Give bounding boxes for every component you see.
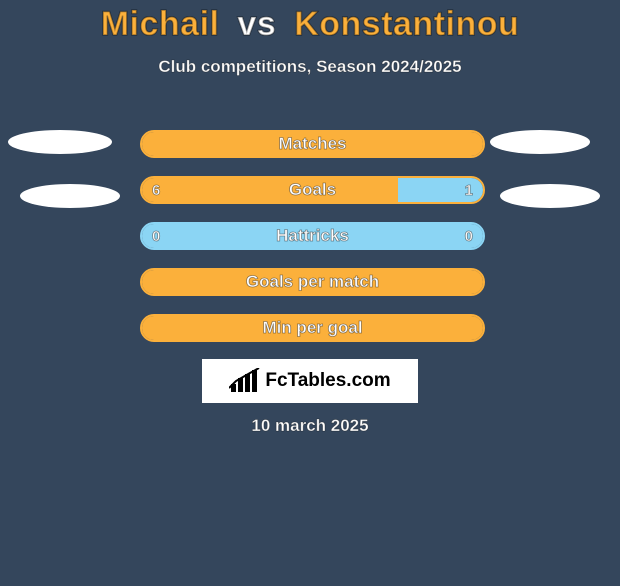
- stat-value-player-a: 0: [152, 224, 160, 248]
- fctables-logo: FcTables.com: [202, 359, 418, 403]
- right-badge-2: [500, 184, 600, 208]
- player-b-name: Konstantinou: [294, 5, 519, 43]
- stat-fill-player-a: [142, 270, 483, 294]
- stat-fill-player-a: [142, 132, 483, 156]
- stat-row: Goals per match: [140, 268, 485, 296]
- player-a-name: Michail: [101, 5, 220, 43]
- season-subtitle: Club competitions, Season 2024/2025: [0, 57, 620, 77]
- comparison-bars: Matches61Goals00HattricksGoals per match…: [140, 130, 485, 360]
- stat-fill-player-a: [142, 316, 483, 340]
- stat-row: Matches: [140, 130, 485, 158]
- stat-value-player-b: 0: [465, 224, 473, 248]
- comparison-title: Michail vs Konstantinou: [0, 6, 620, 43]
- vs-text: vs: [237, 5, 276, 43]
- logo-text: FcTables.com: [265, 370, 390, 392]
- bar-chart-icon: [229, 368, 261, 394]
- stat-value-player-b: 1: [465, 178, 473, 202]
- snapshot-date: 10 march 2025: [0, 416, 620, 436]
- stat-row: 00Hattricks: [140, 222, 485, 250]
- stat-fill-player-b: [142, 224, 483, 248]
- stat-fill-player-a: [142, 178, 398, 202]
- stat-row: 61Goals: [140, 176, 485, 204]
- stat-row: Min per goal: [140, 314, 485, 342]
- left-badge-1: [8, 130, 112, 154]
- right-badge-1: [490, 130, 590, 154]
- left-badge-2: [20, 184, 120, 208]
- stat-value-player-a: 6: [152, 178, 160, 202]
